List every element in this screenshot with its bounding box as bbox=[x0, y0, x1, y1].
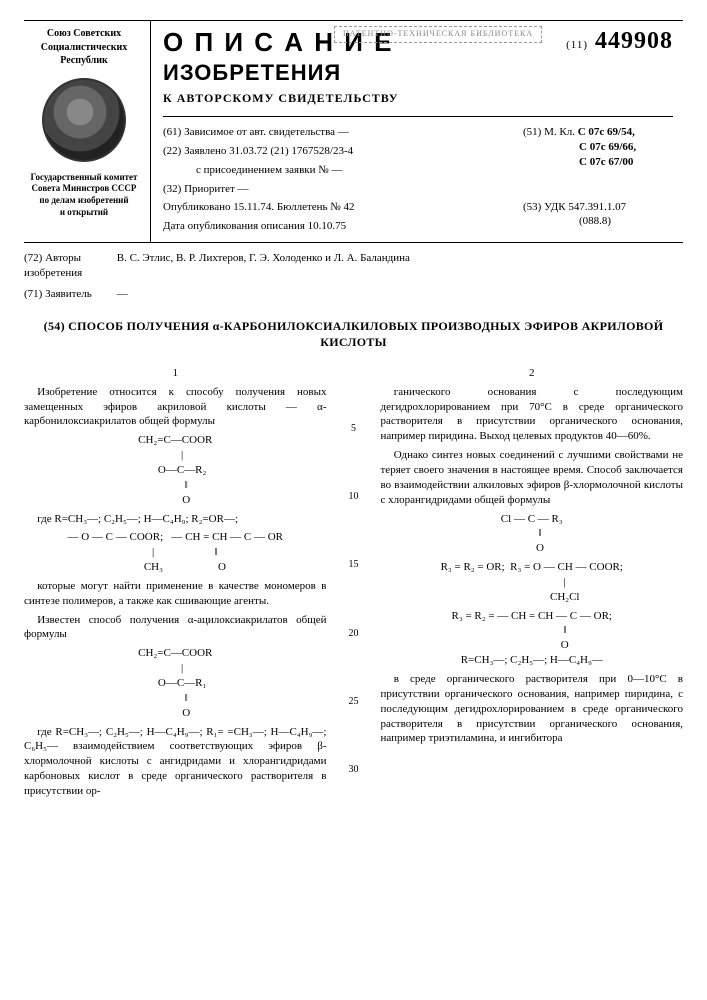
issuer-block: Союз Советских Социалистических Республи… bbox=[24, 21, 150, 242]
para: которые могут найти применение в качеств… bbox=[24, 579, 327, 609]
chem-formula: R₃ = R₂ = — CH = CH — C — OR; ‖ O R=CH₃—… bbox=[381, 609, 684, 668]
line-num: 20 bbox=[349, 627, 359, 641]
country-line: Социалистических bbox=[24, 41, 144, 55]
biblio-51-b: C 07c 69/66, bbox=[579, 141, 636, 153]
committee-line: Совета Министров СССР bbox=[24, 183, 144, 195]
column-2: 2 ганического основания с последующим де… bbox=[381, 366, 684, 803]
applicant: — bbox=[117, 288, 128, 300]
column-number: 2 bbox=[381, 366, 684, 381]
para: Изобретение относится к способу получени… bbox=[24, 385, 327, 430]
library-stamp: ПАТЕНТНО-ТЕХНИЧЕСКАЯ БИБЛИОТЕКА bbox=[334, 26, 542, 43]
line-num: 5 bbox=[351, 422, 356, 436]
biblio-51-a: C 07c 69/54, bbox=[578, 126, 635, 138]
header-band: Союз Советских Социалистических Республи… bbox=[24, 20, 683, 243]
biblio-22: (22) Заявлено 31.03.72 (21) 1767528/23-4 bbox=[163, 144, 507, 159]
para: Известен способ получения α-ацилоксиакри… bbox=[24, 613, 327, 643]
line-number-gutter: 5 10 15 20 25 30 bbox=[347, 366, 361, 803]
state-emblem-icon bbox=[42, 78, 126, 162]
para: в среде органического растворителя при 0… bbox=[381, 672, 684, 746]
doc-title-3: К АВТОРСКОМУ СВИДЕТЕЛЬСТВУ bbox=[163, 90, 566, 106]
line-num: 10 bbox=[349, 490, 359, 504]
invention-title: (54) СПОСОБ ПОЛУЧЕНИЯ α-КАРБОНИЛОКСИАЛКИ… bbox=[24, 318, 683, 350]
para: где R=CH₃—; C₂H₅—; H—C₄H₉; R₂=OR—; bbox=[24, 512, 327, 527]
authors-block: (72) Авторы изобретения В. С. Этлис, В. … bbox=[24, 251, 683, 302]
patent-number-prefix: (11) bbox=[566, 39, 588, 51]
biblio-date: Дата опубликования описания 10.10.75 bbox=[163, 219, 507, 234]
chem-formula: CH₂=C—COOR | O—C—R₁ ‖ O bbox=[24, 646, 327, 720]
line-num: 25 bbox=[349, 695, 359, 709]
para: Однако синтез новых соединений с лучшими… bbox=[381, 448, 684, 507]
title-and-biblio: О П И С А Н И Е ИЗОБРЕТЕНИЯ К АВТОРСКОМУ… bbox=[150, 21, 683, 242]
biblio-51: (51) М. Кл. C 07c 69/54, C 07c 69/66, C … bbox=[523, 125, 673, 170]
biblio-53-b: (088.8) bbox=[579, 215, 611, 227]
biblio-block: (61) Зависимое от авт. свидетельства — (… bbox=[163, 121, 673, 238]
committee-line: по делам изобретений bbox=[24, 195, 144, 207]
line-num: 15 bbox=[349, 558, 359, 572]
chem-formula: R₃ = R₂ = OR; R₃ = O — CH — COOR; | CH₂C… bbox=[381, 560, 684, 605]
body-columns: 1 Изобретение относится к способу получе… bbox=[24, 366, 683, 803]
biblio-51-c: C 07c 67/00 bbox=[579, 156, 633, 168]
label-71: (71) Заявитель bbox=[24, 287, 114, 302]
biblio-pub: Опубликовано 15.11.74. Бюллетень № 42 bbox=[163, 200, 507, 215]
biblio-attach: с присоединением заявки № — bbox=[163, 163, 507, 178]
biblio-53: (53) УДК 547.391.1.07 (088.8) bbox=[523, 200, 673, 230]
country-line: Союз Советских bbox=[24, 27, 144, 41]
line-num: 30 bbox=[349, 763, 359, 777]
para: ганического основания с последующим деги… bbox=[381, 385, 684, 444]
column-1: 1 Изобретение относится к способу получе… bbox=[24, 366, 327, 803]
chem-formula: — O — C — COOR; — CH = CH — C — OR | ‖ C… bbox=[24, 530, 327, 575]
biblio-61: (61) Зависимое от авт. свидетельства — bbox=[163, 125, 507, 140]
divider bbox=[163, 116, 673, 117]
author-names: В. С. Этлис, В. Р. Лихтеров, Г. Э. Холод… bbox=[117, 252, 410, 264]
chem-formula: CH₂=C—COOR | O—C—R₂ ‖ O bbox=[24, 433, 327, 507]
label-72: (72) Авторы изобретения bbox=[24, 251, 114, 281]
biblio-32: (32) Приоритет — bbox=[163, 182, 507, 197]
committee-line: и открытий bbox=[24, 207, 144, 219]
biblio-51-label: (51) М. Кл. bbox=[523, 126, 575, 138]
country-line: Республик bbox=[24, 54, 144, 68]
column-number: 1 bbox=[24, 366, 327, 381]
patent-number-value: 449908 bbox=[595, 28, 673, 54]
patent-number: (11) 449908 bbox=[566, 25, 673, 57]
chem-formula: Cl — C — R₃ ‖ O bbox=[381, 512, 684, 557]
committee-line: Государственный комитет bbox=[24, 172, 144, 184]
biblio-53-a: (53) УДК 547.391.1.07 bbox=[523, 201, 626, 213]
doc-title-2: ИЗОБРЕТЕНИЯ bbox=[163, 58, 566, 88]
para: где R=CH₃—; C₂H₅—; H—C₄H₉—; R₁= =CH₃—; H… bbox=[24, 725, 327, 799]
